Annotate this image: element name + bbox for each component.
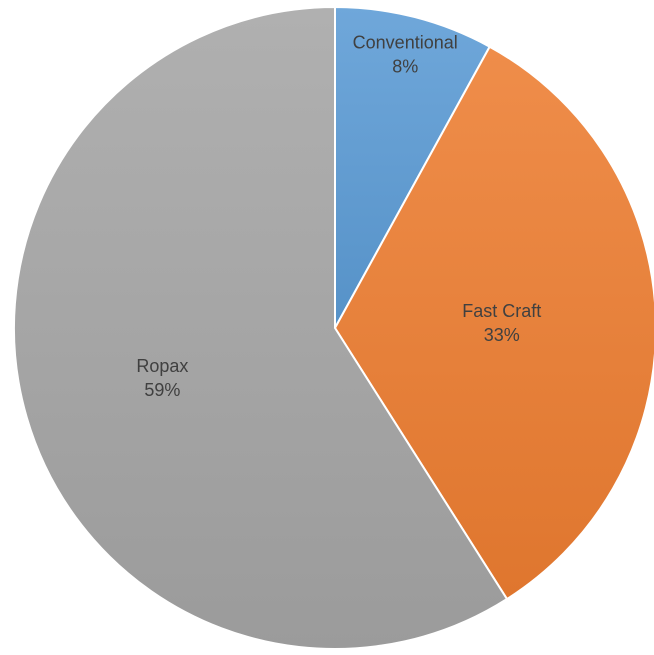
slice-label-name: Fast Craft [462, 301, 541, 321]
slice-label-name: Conventional [353, 32, 458, 52]
pie-slice-fast-craft [333, 45, 654, 601]
pie-slice-conventional [334, 5, 491, 329]
slice-label-name: Ropax [136, 356, 188, 376]
labels-layer: Conventional 8% Fast Craft 33% Ropax 59% [136, 32, 541, 400]
slice-label-percent: 59% [144, 380, 180, 400]
slice-label-percent: 8% [392, 56, 418, 76]
slices-layer [13, 5, 654, 650]
pie-slice-ropax [13, 5, 509, 650]
slice-label-percent: 33% [484, 325, 520, 345]
